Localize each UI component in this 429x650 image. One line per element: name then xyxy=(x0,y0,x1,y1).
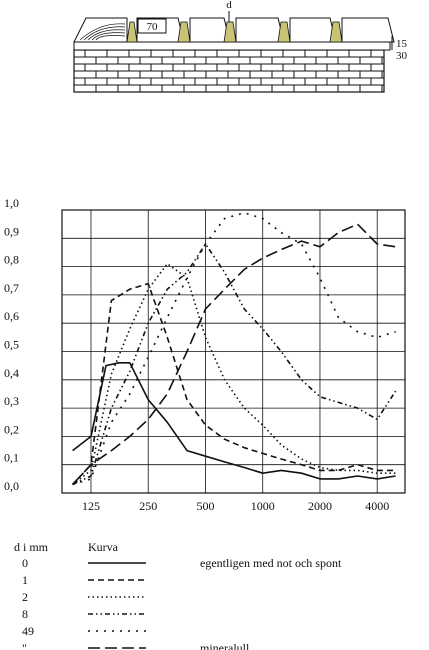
legend-d-value: 8 xyxy=(22,607,28,621)
legend-d-value: 0 xyxy=(22,556,28,570)
y-tick-label: 0,1 xyxy=(4,451,19,465)
series-line-mineral xyxy=(72,223,396,486)
floor-planks xyxy=(73,17,395,43)
series-line-d2 xyxy=(72,263,396,486)
y-tick-label: 0,8 xyxy=(4,253,19,267)
plank-gap-filler xyxy=(126,21,138,43)
thin-layer xyxy=(73,41,391,51)
floor-section-diagram: d 70 15 30 xyxy=(73,0,408,93)
x-tick-label: 125 xyxy=(82,499,100,513)
legend-description: egentligen med not och spont xyxy=(200,556,342,570)
wood-grain xyxy=(79,23,126,41)
wood-grain xyxy=(91,32,126,41)
x-tick-labels: 125 250 500 1000 2000 4000 xyxy=(82,499,389,513)
legend-row: 8 xyxy=(22,607,146,621)
floor-plank xyxy=(341,17,395,43)
legend-row: 2 xyxy=(22,590,146,604)
floor-plank xyxy=(235,17,285,43)
brick-joints xyxy=(74,50,384,92)
dim-label-30: 30 xyxy=(396,50,408,62)
floor-plank xyxy=(189,17,231,43)
series-line-d1 xyxy=(72,282,396,486)
y-tick-label: 0,2 xyxy=(4,422,19,436)
series-line-d8 xyxy=(72,243,397,486)
y-tick-label: 0,7 xyxy=(4,281,19,295)
legend-d-value: 2 xyxy=(22,590,28,604)
legend-rows: 0 egentligen med not och spont 1 2 8 49 " miner… xyxy=(22,556,342,650)
absorption-chart: 0,0 0,1 0,2 0,3 0,4 0,5 0,6 0,7 0,8 0,9 1,0 125 250… xyxy=(4,196,406,513)
y-tick-label: 0,6 xyxy=(4,309,19,323)
floor-plank xyxy=(289,17,337,43)
legend-header-curve: Kurva xyxy=(88,540,119,554)
legend-row: " mineralull xyxy=(22,641,250,650)
x-tick-label: 2000 xyxy=(308,499,332,513)
wood-grain xyxy=(83,26,126,41)
legend-row: 1 xyxy=(22,573,146,587)
plank-gap-filler xyxy=(177,21,191,43)
x-tick-label: 1000 xyxy=(251,499,275,513)
dim-label-70: 70 xyxy=(147,21,159,33)
y-tick-label: 0,4 xyxy=(4,366,19,380)
y-tick-label: 1,0 xyxy=(4,196,19,210)
plank-gap-filler xyxy=(329,21,343,43)
dim-70-box xyxy=(137,18,167,34)
legend-description: mineralull xyxy=(200,641,250,650)
y-tick-label: 0,0 xyxy=(4,479,19,493)
plank-gap-filler xyxy=(277,21,291,43)
legend-d-value: 49 xyxy=(22,624,34,638)
legend-d-value: " xyxy=(22,641,27,650)
chart-series xyxy=(72,212,397,486)
dim-label-d: d xyxy=(226,0,232,11)
wood-grain xyxy=(95,35,126,41)
legend-row: 49 xyxy=(22,624,146,638)
y-tick-label: 0,3 xyxy=(4,394,19,408)
y-tick-labels: 0,0 0,1 0,2 0,3 0,4 0,5 0,6 0,7 0,8 0,9 1,0 xyxy=(4,196,19,493)
dim-label-15: 15 xyxy=(396,38,408,50)
legend: d i mm Kurva 0 egentligen med not och spo… xyxy=(14,540,342,650)
plank-gap-filler xyxy=(223,21,237,43)
legend-d-value: 1 xyxy=(22,573,28,587)
series-line-d0 xyxy=(72,362,396,480)
x-tick-label: 500 xyxy=(196,499,214,513)
y-tick-label: 0,5 xyxy=(4,338,19,352)
legend-row: 0 egentligen med not och spont xyxy=(22,556,342,570)
wood-grain xyxy=(87,29,126,41)
y-tick-label: 0,9 xyxy=(4,224,19,238)
chart-grid xyxy=(61,209,406,494)
legend-header-d: d i mm xyxy=(14,540,49,554)
x-tick-label: 250 xyxy=(139,499,157,513)
x-tick-label: 4000 xyxy=(365,499,389,513)
